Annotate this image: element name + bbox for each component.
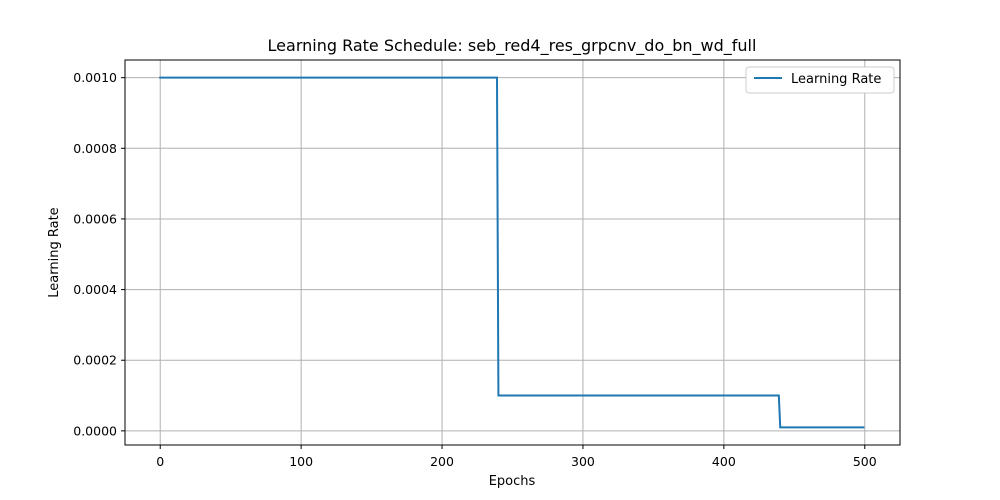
y-tick-label: 0.0004 xyxy=(73,282,117,297)
series-line-learning-rate xyxy=(159,76,865,429)
x-tick-label: 0 xyxy=(156,454,164,469)
y-tick-label: 0.0008 xyxy=(73,141,117,156)
chart-title: Learning Rate Schedule: seb_red4_res_grp… xyxy=(268,36,757,56)
y-tick-label: 0.0010 xyxy=(73,70,117,85)
axis-ticks: 0 100 200 300 400 500 0.0000 0.0002 0.0004 0.0006… xyxy=(73,70,876,469)
x-axis-label: Epochs xyxy=(489,474,536,489)
grid xyxy=(125,60,900,445)
series-layer xyxy=(159,76,865,429)
legend: Learning Rate xyxy=(745,66,895,94)
legend-box xyxy=(745,66,895,94)
y-axis-label: Learning Rate xyxy=(47,207,62,297)
x-tick-label: 400 xyxy=(712,454,736,469)
y-tick-label: 0.0002 xyxy=(73,353,117,368)
plot-area: 0 100 200 300 400 500 0.0000 0.0002 0.0004 0.0006… xyxy=(73,59,901,469)
axes-frame xyxy=(124,59,901,446)
y-tick-label: 0.0000 xyxy=(73,423,117,438)
y-tick-label: 0.0006 xyxy=(73,211,117,226)
legend-label: Learning Rate xyxy=(791,72,881,87)
x-tick-label: 300 xyxy=(571,454,595,469)
x-tick-label: 500 xyxy=(853,454,877,469)
x-tick-label: 100 xyxy=(289,454,313,469)
x-tick-label: 200 xyxy=(430,454,454,469)
